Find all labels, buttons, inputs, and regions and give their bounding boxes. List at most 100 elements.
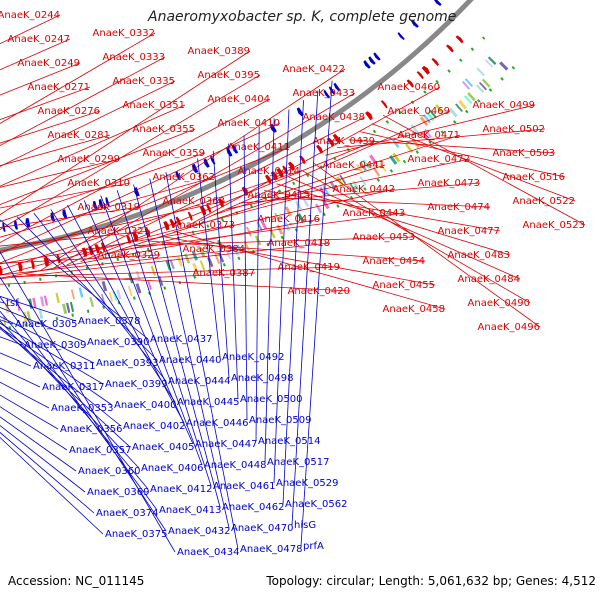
- leader-line: [107, 188, 396, 255]
- leader-line: [0, 367, 41, 388]
- gene-label-reverse: hisG: [294, 520, 316, 531]
- leader-line: [243, 135, 248, 421]
- category-block: [372, 167, 381, 177]
- leader-line: [288, 176, 521, 280]
- leader-line: [0, 74, 261, 230]
- leader-line: [228, 143, 239, 400]
- leader-line: [165, 172, 239, 550]
- reverse-gene-arrow: [333, 82, 341, 92]
- leader-line: [0, 424, 86, 493]
- gene-label-reverse: AnaeK_0360: [78, 466, 140, 477]
- gene-label-reverse: AnaeK_0509: [249, 415, 311, 426]
- category-block: [176, 256, 183, 267]
- gene-label-reverse: AnaeK_0405: [132, 442, 194, 453]
- leader-line: [0, 219, 149, 340]
- category-block: [349, 182, 357, 193]
- forward-gene-arrow: [199, 206, 207, 216]
- leader-line: [0, 62, 81, 96]
- category-block: [269, 228, 276, 239]
- category-block: [135, 283, 142, 294]
- category-block: [329, 180, 338, 191]
- gene-label-forward: AnaeK_0422: [283, 64, 345, 75]
- reverse-gene-arrow: [134, 187, 140, 197]
- gene-label-reverse: AnaeK_0390: [87, 337, 149, 348]
- gene-label-forward: AnaeK_0404: [208, 94, 270, 105]
- gene-label-reverse: tsf: [6, 298, 19, 309]
- category-block: [127, 286, 133, 297]
- leader-line: [116, 190, 212, 487]
- forward-gene-arrow: [421, 65, 430, 75]
- forward-gene-arrow: [163, 221, 170, 231]
- leader-line: [0, 326, 113, 406]
- gene-label-reverse: AnaeK_0445: [177, 397, 239, 408]
- category-block: [207, 256, 214, 268]
- category-block: [391, 138, 400, 149]
- gene-label-reverse: AnaeK_0309: [24, 340, 86, 351]
- gene-label-forward: AnaeK_0503: [493, 148, 555, 159]
- gene-label-reverse: AnaeK_0406: [141, 463, 203, 474]
- gene-label-forward: AnaeK_0387: [193, 268, 255, 279]
- category-block: [478, 81, 488, 91]
- gene-label-forward: AnaeK_0389: [188, 46, 250, 57]
- reverse-gene-arrow: [175, 171, 181, 181]
- gene-label-reverse: AnaeK_0305: [15, 319, 77, 330]
- leader-line: [212, 151, 230, 379]
- gene-label-forward: AnaeK_0472: [408, 154, 470, 165]
- gene-label-forward: AnaeK_0362: [153, 172, 215, 183]
- leader-line: [0, 158, 121, 188]
- gene-label-forward: AnaeK_0420: [288, 286, 350, 297]
- forward-gene-arrow: [332, 133, 340, 143]
- gene-labels: AnaeK_0244 AnaeK_0247 AnaeK_0249 AnaeK_0271…: [0, 10, 586, 558]
- gene-label-forward: AnaeK_0415: [248, 190, 310, 201]
- reverse-gene-arrow: [411, 19, 419, 28]
- gene-label-forward: AnaeK_0458: [383, 304, 445, 315]
- leader-line: [0, 436, 104, 535]
- leader-line: [133, 184, 221, 508]
- forward-gene-arrow: [132, 232, 139, 242]
- reverse-gene-arrow: [203, 158, 210, 168]
- category-block: [410, 124, 419, 134]
- leader-line: [0, 98, 271, 243]
- category-block: [485, 59, 494, 68]
- gene-label-forward: AnaeK_0281: [48, 130, 110, 141]
- leader-line: [0, 295, 77, 322]
- leader-line: [80, 140, 376, 262]
- gene-label-forward: AnaeK_0453: [353, 232, 415, 243]
- leader-line: [0, 152, 206, 222]
- reverse-gene-arrow: [25, 217, 31, 228]
- leader-line: [0, 296, 158, 511]
- gene-label-forward: AnaeK_0333: [103, 52, 165, 63]
- gene-label-forward: AnaeK_0473: [418, 178, 480, 189]
- gene-label-forward: AnaeK_0335: [113, 76, 175, 87]
- category-block: [150, 265, 156, 276]
- gene-label-forward: AnaeK_0310: [68, 178, 130, 189]
- gene-label-forward: AnaeK_0471: [398, 130, 460, 141]
- category-block: [369, 154, 378, 165]
- leader-line: [0, 206, 141, 228]
- category-block: [116, 289, 122, 300]
- leader-line: [0, 431, 95, 514]
- gene-label-reverse: AnaeK_0369: [87, 487, 149, 498]
- leader-line: [0, 251, 176, 553]
- gene-label-forward: AnaeK_0516: [503, 172, 565, 183]
- category-block: [191, 250, 198, 261]
- gene-label-forward: AnaeK_0499: [473, 100, 535, 111]
- leader-line: [0, 32, 156, 124]
- leader-line: [50, 209, 176, 403]
- gene-label-reverse: AnaeK_0498: [231, 373, 293, 384]
- gene-label-forward: AnaeK_0433: [293, 88, 355, 99]
- category-block: [461, 81, 471, 90]
- forward-gene-arrow: [365, 111, 373, 121]
- gene-label-forward: AnaeK_0484: [458, 274, 520, 285]
- category-block: [274, 212, 281, 223]
- gene-label-reverse: AnaeK_0393: [96, 358, 158, 369]
- reverse-gene-arrow: [397, 32, 405, 41]
- category-block: [38, 308, 44, 320]
- reverse-gene-arrow: [105, 197, 110, 207]
- gene-label-reverse: AnaeK_0461: [213, 481, 275, 492]
- category-block: [499, 61, 509, 71]
- reverse-gene-arrow: [296, 107, 304, 117]
- gene-label-reverse: AnaeK_0462: [222, 502, 284, 513]
- category-block: [362, 159, 370, 169]
- leader-line: [0, 200, 226, 252]
